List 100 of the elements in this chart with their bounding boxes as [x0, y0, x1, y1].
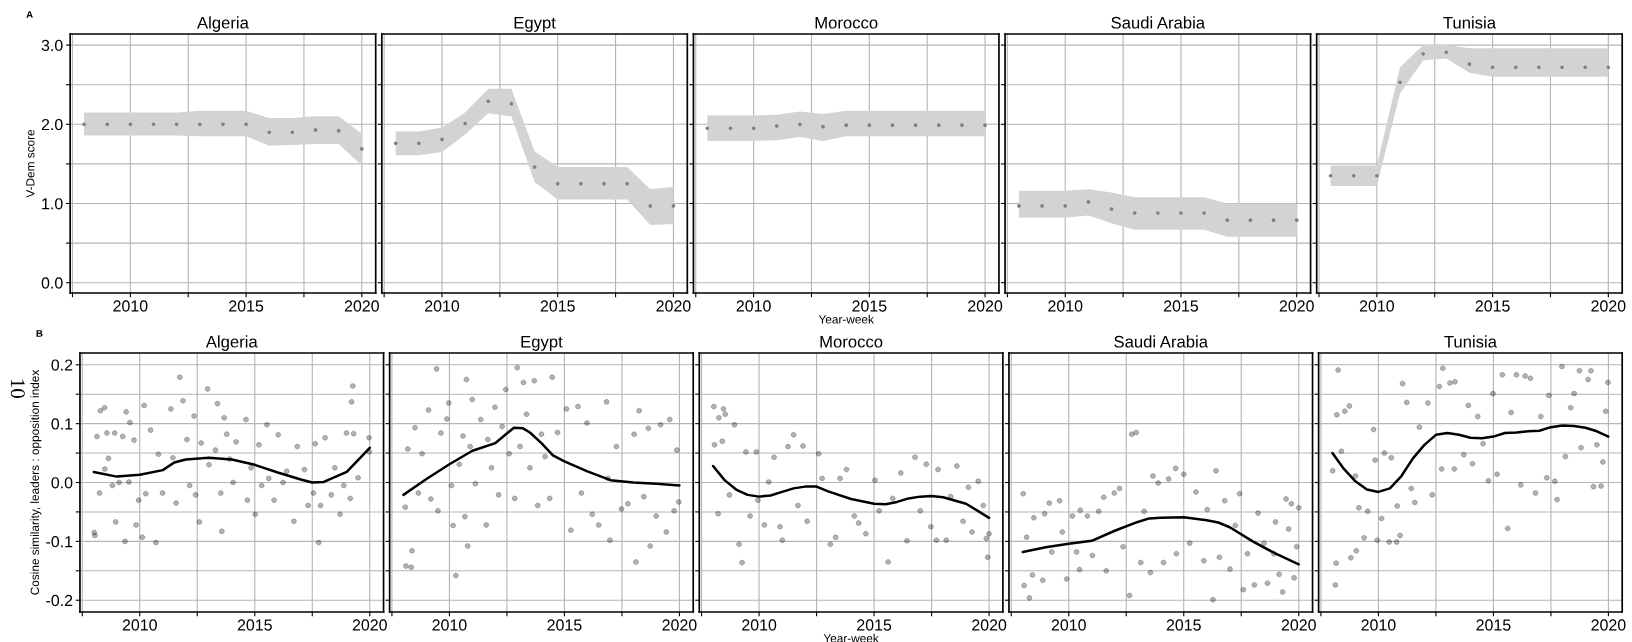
point: [1490, 65, 1495, 70]
x-tick-label: 2010: [122, 619, 157, 631]
y-tick-label: 0.0: [41, 277, 63, 289]
x-tick-label: 2020: [344, 300, 379, 312]
chart-title: Algeria: [197, 16, 249, 32]
point: [440, 137, 444, 142]
x-tick-label: 2015: [540, 300, 575, 312]
x-tick-label: 2020: [1279, 300, 1314, 312]
x-tick-label: 2020: [662, 619, 697, 631]
point: [313, 128, 318, 132]
point: [1351, 173, 1356, 178]
x-tick-label: 2010: [1048, 300, 1083, 312]
x-tick-label: 2010: [432, 619, 467, 631]
point: [1560, 65, 1564, 70]
x-tick-label: 2020: [1591, 619, 1626, 631]
x-tick-label: 2020: [352, 619, 387, 631]
y-tick-label: 0.2: [51, 359, 73, 371]
point: [1063, 204, 1068, 208]
y-tick-label: -0.1: [46, 536, 73, 548]
text: B: [36, 330, 43, 337]
chart-title: Saudi Arabia: [1111, 16, 1206, 29]
point: [128, 122, 133, 127]
y-tick-label: 3.0: [41, 39, 63, 52]
point: [1513, 65, 1518, 70]
x-tick-label: 2015: [237, 619, 272, 631]
chart-title: Morocco: [820, 335, 883, 348]
point: [532, 165, 537, 169]
point: [1132, 211, 1137, 215]
x-tick-label: 2010: [736, 300, 771, 312]
point: [1271, 218, 1276, 222]
point: [602, 181, 606, 186]
y-tick-label: -0.2: [46, 594, 73, 607]
chart-title: Morocco: [815, 16, 878, 29]
x-tick-label: 2010: [425, 300, 460, 312]
x-axis-title: Year-week: [818, 314, 874, 324]
x-tick-label: 2015: [852, 300, 887, 312]
chart-title: Tunisia: [1444, 335, 1497, 348]
point: [82, 122, 86, 127]
x-tick-label: 2010: [113, 300, 148, 312]
point: [625, 181, 629, 186]
point: [579, 181, 583, 186]
line-series: [92, 446, 372, 484]
point: [221, 122, 225, 127]
point: [1179, 211, 1183, 215]
x-tick-label: 2020: [968, 300, 1003, 312]
x-tick-label: 2020: [1281, 619, 1316, 631]
chart-title: Saudi Arabia: [1114, 335, 1209, 348]
point: [1155, 211, 1160, 215]
x-tick-label: 2010: [1051, 619, 1086, 631]
point: [417, 141, 421, 146]
x-tick-label: 2015: [857, 619, 892, 631]
point: [197, 122, 202, 127]
point: [244, 122, 248, 127]
x-tick-label: 2015: [229, 300, 264, 312]
point: [151, 122, 156, 127]
x-axis-title: Year-week: [823, 633, 879, 642]
point: [1375, 173, 1379, 178]
y-tick-label: 1.0: [42, 198, 63, 210]
point: [648, 204, 653, 208]
point: [1467, 62, 1472, 66]
text: 10: [10, 379, 25, 398]
chart-title: Egypt: [514, 16, 556, 32]
point: [671, 204, 676, 208]
point: [1421, 51, 1425, 56]
point: [290, 130, 295, 135]
y-axis-title: Cosine similarity, leaders : opposition index: [30, 369, 42, 595]
point: [174, 122, 179, 127]
point: [1086, 200, 1091, 204]
x-tick-label: 2010: [742, 619, 777, 631]
x-tick-label: 2015: [547, 619, 582, 631]
x-tick-label: 2015: [1164, 300, 1199, 312]
point: [1328, 173, 1333, 178]
y-tick-label: 0.1: [51, 418, 73, 430]
x-tick-label: 2020: [656, 300, 691, 312]
x-tick-label: 2010: [1359, 300, 1395, 312]
point: [1109, 207, 1114, 211]
point: [105, 122, 110, 127]
point: [1017, 204, 1021, 208]
x-tick-label: 2020: [972, 619, 1007, 631]
text: A: [26, 11, 33, 18]
point: [486, 99, 491, 104]
point: [359, 147, 364, 151]
point: [1537, 65, 1541, 70]
y-tick-label: 2.0: [41, 118, 63, 131]
point: [1606, 65, 1611, 70]
x-tick-label: 2015: [1475, 300, 1510, 312]
x-tick-label: 2015: [1476, 619, 1511, 631]
point: [267, 130, 272, 135]
point: [1040, 204, 1044, 208]
chart-title: Tunisia: [1443, 16, 1496, 29]
point: [1398, 80, 1402, 85]
point: [1444, 50, 1449, 55]
x-tick-label: 2020: [1591, 300, 1626, 312]
chart-title: Egypt: [521, 335, 563, 351]
point: [1202, 211, 1206, 215]
chart-title: Algeria: [205, 335, 258, 351]
point: [509, 101, 514, 106]
x-tick-label: 2010: [1361, 619, 1396, 631]
point: [1583, 65, 1588, 70]
x-tick-label: 2015: [1166, 619, 1201, 631]
